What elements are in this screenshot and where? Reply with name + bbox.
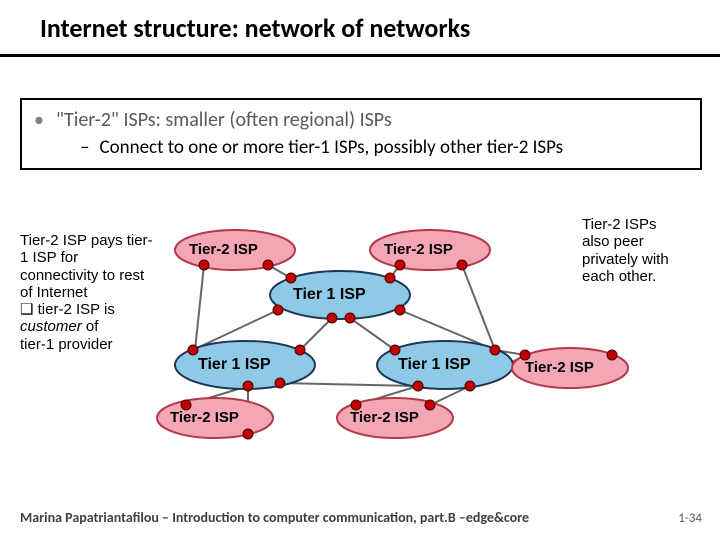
label-tier1-r: Tier 1 ISP (398, 356, 471, 374)
title-underline (0, 54, 720, 57)
bullet-box: •"Tier-2" ISPs: smaller (often regional)… (20, 98, 702, 170)
slide-title: Internet structure: network of networks (40, 12, 470, 44)
bullet-sub: –Connect to one or more tier-1 ISPs, pos… (80, 136, 563, 159)
label-tier2-bl: Tier-2 ISP (170, 409, 239, 426)
diagram-area: Tier-2 ISP pays tier-1 ISP forconnectivi… (0, 200, 720, 480)
subbullet-text: Connect to one or more tier-1 ISPs, poss… (99, 136, 563, 159)
bullet-main: •"Tier-2" ISPs: smaller (often regional)… (34, 108, 392, 132)
note-left: Tier-2 ISP pays tier-1 ISP forconnectivi… (20, 232, 160, 353)
bullet-text: "Tier-2" ISPs: smaller (often regional) … (56, 108, 392, 132)
label-tier2-bc: Tier-2 ISP (350, 409, 419, 426)
label-tier2-br: Tier-2 ISP (525, 359, 594, 376)
label-tier2-tl: Tier-2 ISP (189, 241, 258, 258)
label-tier2-tr: Tier-2 ISP (384, 241, 453, 258)
label-tier1-c: Tier 1 ISP (293, 286, 366, 304)
slide: Internet structure: network of networks … (0, 0, 720, 540)
page-number: 1-34 (678, 511, 702, 526)
note-right: Tier-2 ISPsalso peerprivately witheach o… (582, 216, 712, 285)
label-tier1-l: Tier 1 ISP (198, 356, 271, 374)
footer-text: Marina Papatriantafilou – Introduction t… (20, 509, 529, 526)
